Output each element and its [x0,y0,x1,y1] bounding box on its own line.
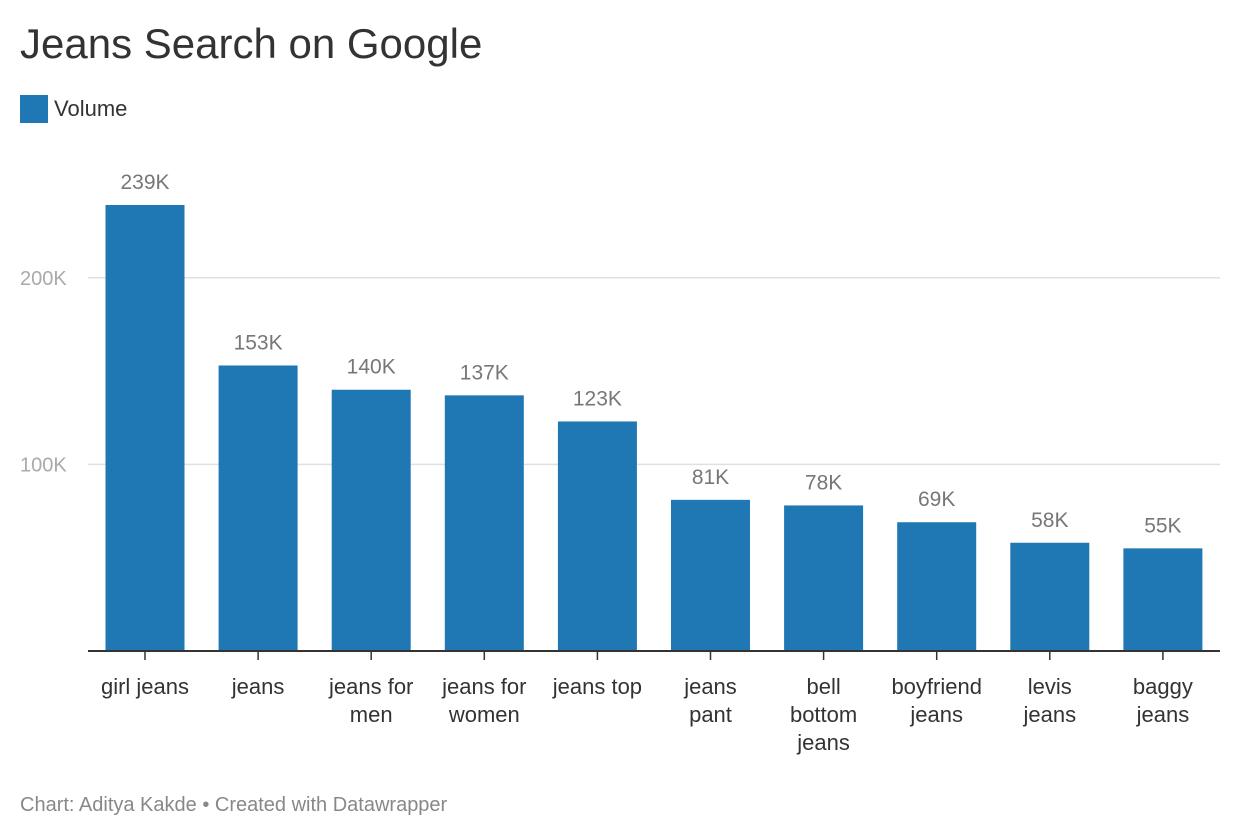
bar [444,395,524,651]
x-tick-label: jeans for men [328,674,413,727]
x-tick-label: baggy jeans [1133,674,1193,727]
chart-title: Jeans Search on Google [20,20,483,67]
legend: Volume [20,95,127,123]
x-tick-label-line: jeans [796,730,850,755]
x-tick-label-line: jeans [1023,702,1077,727]
bar [105,205,185,651]
x-tick-label: jeans for women [441,674,526,727]
bar-value-label: 81K [692,466,729,489]
x-tick-label: jeans pant [683,674,737,727]
bar-value-label: 55K [1144,514,1181,537]
x-tick-label: jeans [231,674,285,699]
x-tick-label-line: jeans [1136,702,1190,727]
bar-value-label: 140K [347,356,396,379]
x-tick-label-line: boyfriend [891,674,982,699]
x-tick-label-line: baggy [1133,674,1193,699]
bar-value-label: 239K [120,171,169,194]
legend-label: Volume [54,96,128,121]
bar-value-label: 137K [460,361,509,384]
x-tick-label: girl jeans [101,674,189,699]
bar-value-label: 58K [1031,509,1068,532]
x-tick-label-line: jeans [909,702,963,727]
x-tick-label: levis jeans [1023,674,1077,727]
bar [784,505,864,651]
x-tick-label-line: girl jeans [101,674,189,699]
legend-swatch [20,95,48,123]
bar [331,389,411,651]
x-tick-label-line: jeans [231,674,285,699]
y-tick-label: 100K [20,454,67,476]
x-tick-label: boyfriend jeans [891,674,982,727]
x-tick-label-line: bottom [790,702,857,727]
x-tick-label: jeans top [552,674,642,699]
chart-credit: Chart: Aditya Kakde • Created with Dataw… [20,794,448,816]
x-tick-label-line: levis [1028,674,1072,699]
bar-value-label: 123K [573,387,622,410]
bar-value-label: 153K [234,331,283,354]
bar [1123,548,1203,651]
x-tick-label-line: jeans for [328,674,413,699]
bar [671,499,750,651]
x-tick-label: bell bottom jeans [790,674,857,755]
x-tick-label-line: jeans top [552,674,642,699]
bar-value-label: 78K [805,471,842,494]
bar [1010,542,1090,651]
bar-value-label: 69K [918,488,955,511]
bar [897,522,977,651]
x-tick-label-line: women [448,702,520,727]
x-tick-label-line: pant [689,702,732,727]
x-tick-label-line: men [350,702,393,727]
y-tick-label: 200K [20,268,67,290]
x-tick-label-line: bell [806,674,840,699]
bar [557,421,637,651]
bar [218,365,298,651]
x-tick-label-line: jeans for [441,674,526,699]
x-tick-label-line: jeans [683,674,737,699]
